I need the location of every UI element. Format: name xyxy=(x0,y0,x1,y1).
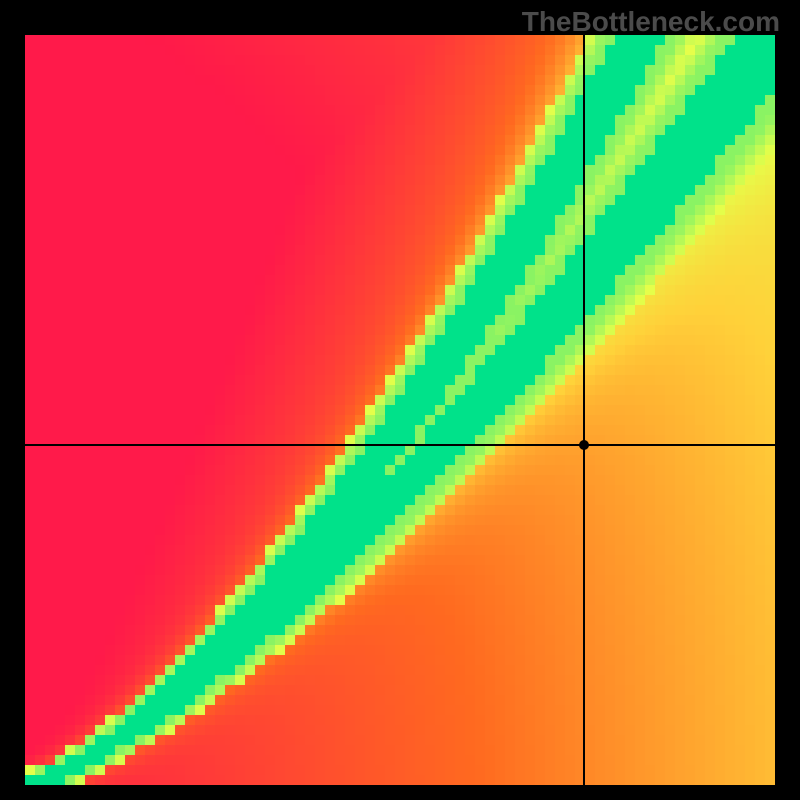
crosshair-horizontal xyxy=(25,444,775,446)
watermark-text: TheBottleneck.com xyxy=(522,6,780,38)
crosshair-vertical xyxy=(583,35,585,785)
heatmap-canvas xyxy=(25,35,775,785)
crosshair-marker xyxy=(579,440,589,450)
